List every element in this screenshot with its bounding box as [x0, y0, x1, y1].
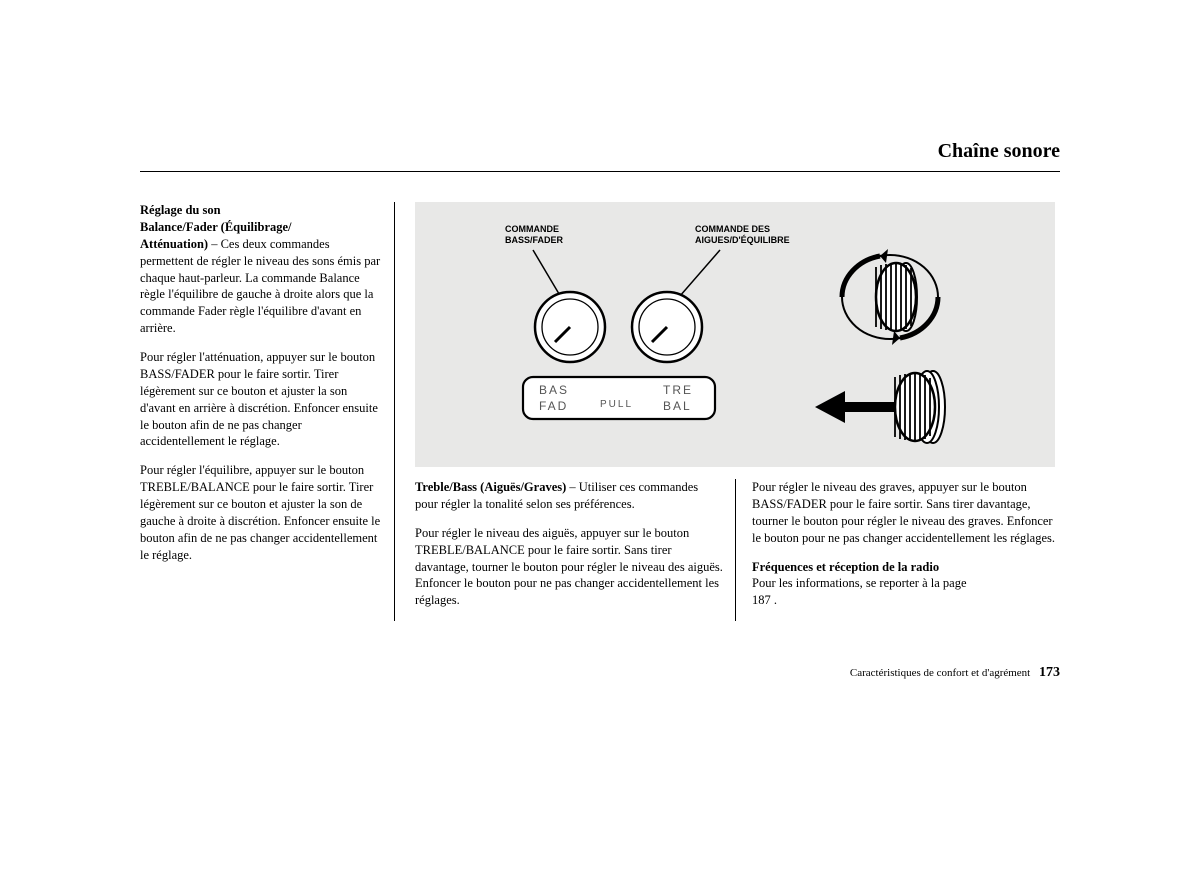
diagram-svg [415, 202, 1055, 467]
heading-line3: Atténuation) [140, 237, 208, 251]
panel-bal: BAL [663, 399, 692, 413]
bottom-columns: Treble/Bass (Aiguës/Graves) – Utiliser c… [415, 479, 1060, 621]
page-header: Chaîne sonore [140, 140, 1060, 172]
panel-tre: TRE [663, 383, 693, 397]
right-area: COMMANDE BASS/FADER COMMANDE DES AIGUES/… [415, 202, 1060, 621]
freq-text-a: Pour les informations, se reporter à la … [752, 576, 967, 590]
page-number: 173 [1039, 665, 1060, 680]
balance-instruction: Pour régler l'équilibre, appuyer sur le … [140, 462, 382, 563]
treble-bass-heading: Treble/Bass (Aiguës/Graves) [415, 480, 566, 494]
header-title: Chaîne sonore [938, 140, 1060, 162]
sound-adjust-heading: Réglage du son Balance/Fader (Équilibrag… [140, 202, 382, 337]
panel-pull: PULL [600, 399, 633, 410]
bass-instruction: Pour régler le niveau des graves, appuye… [752, 479, 1060, 547]
panel-bas: BAS [539, 383, 569, 397]
right-column: Pour régler le niveau des graves, appuye… [752, 479, 1060, 621]
freq-heading: Fréquences et réception de la radio [752, 560, 939, 574]
manual-page: Chaîne sonore Réglage du son Balance/Fad… [140, 140, 1060, 621]
control-diagram: COMMANDE BASS/FADER COMMANDE DES AIGUES/… [415, 202, 1055, 467]
panel-fad: FAD [539, 399, 568, 413]
freq-text-b: 187 . [752, 593, 777, 607]
treble-bass-heading-para: Treble/Bass (Aiguës/Graves) – Utiliser c… [415, 479, 723, 513]
freq-reception: Fréquences et réception de la radio Pour… [752, 559, 1060, 610]
heading-line2: Balance/Fader (Équilibrage/ [140, 220, 292, 234]
content-area: Réglage du son Balance/Fader (Équilibrag… [140, 202, 1060, 621]
fader-instruction: Pour régler l'atténuation, appuyer sur l… [140, 349, 382, 450]
mid-column: Treble/Bass (Aiguës/Graves) – Utiliser c… [415, 479, 736, 621]
treble-instruction: Pour régler le niveau des aiguës, appuye… [415, 525, 723, 609]
page-footer: Caractéristiques de confort et d'agrémen… [850, 665, 1060, 681]
heading-line1: Réglage du son [140, 203, 221, 217]
left-column: Réglage du son Balance/Fader (Équilibrag… [140, 202, 395, 621]
footer-section: Caractéristiques de confort et d'agrémen… [850, 667, 1030, 679]
para1-text: – Ces deux commandes permettent de régle… [140, 237, 380, 335]
